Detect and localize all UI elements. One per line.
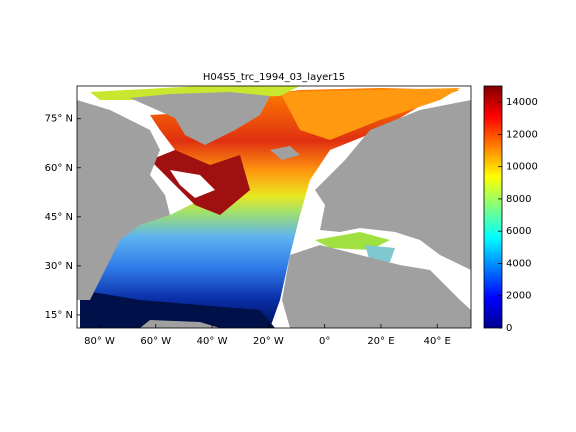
iceland [270, 146, 300, 160]
greenland [130, 92, 270, 145]
colorbar [483, 85, 503, 329]
med-east [365, 245, 395, 262]
x-tick-label: 60° W [140, 336, 171, 347]
x-tick-label: 40° W [197, 336, 228, 347]
y-tick-label: 60° N [45, 163, 73, 174]
x-tick-label: 40° E [424, 336, 451, 347]
colorbar-tick-label: 8000 [506, 194, 531, 205]
y-tick-label: 45° N [45, 212, 73, 223]
ice-white [170, 170, 215, 198]
ocean-field [85, 88, 460, 328]
south-america [140, 320, 220, 328]
ticks: 80° W 60° W 40° W 20° W 0° 20° E 40° E 15° N 30°… [45, 97, 538, 347]
map-title: H04S5_trc_1994_03_layer15 [203, 72, 345, 83]
y-tick-label: 75° N [45, 114, 73, 125]
x-tick-label: 20° E [367, 336, 394, 347]
y-tick-label: 30° N [45, 261, 73, 272]
x-tick-label: 20° W [253, 336, 284, 347]
colorbar-tick-label: 12000 [506, 129, 538, 140]
deep-south [80, 290, 275, 328]
colorbar-tick-label: 6000 [506, 226, 531, 237]
map-area [77, 86, 471, 328]
ocean-north [280, 88, 460, 140]
colorbar-tick-label: 0 [506, 323, 512, 334]
y-tick-label: 15° N [45, 310, 73, 321]
colorbar-tick-label: 2000 [506, 291, 531, 302]
colorbar-tick-label: 14000 [506, 97, 538, 108]
x-tick-label: 0° [319, 336, 330, 347]
colorbar-tick-label: 10000 [506, 162, 538, 173]
x-tick-label: 80° W [84, 336, 115, 347]
africa [282, 245, 471, 328]
europe-asia [315, 100, 471, 270]
colorbar-tick-label: 4000 [506, 258, 531, 269]
north-america [77, 100, 170, 300]
axes-frame [76, 85, 472, 329]
med-sea [315, 232, 390, 250]
